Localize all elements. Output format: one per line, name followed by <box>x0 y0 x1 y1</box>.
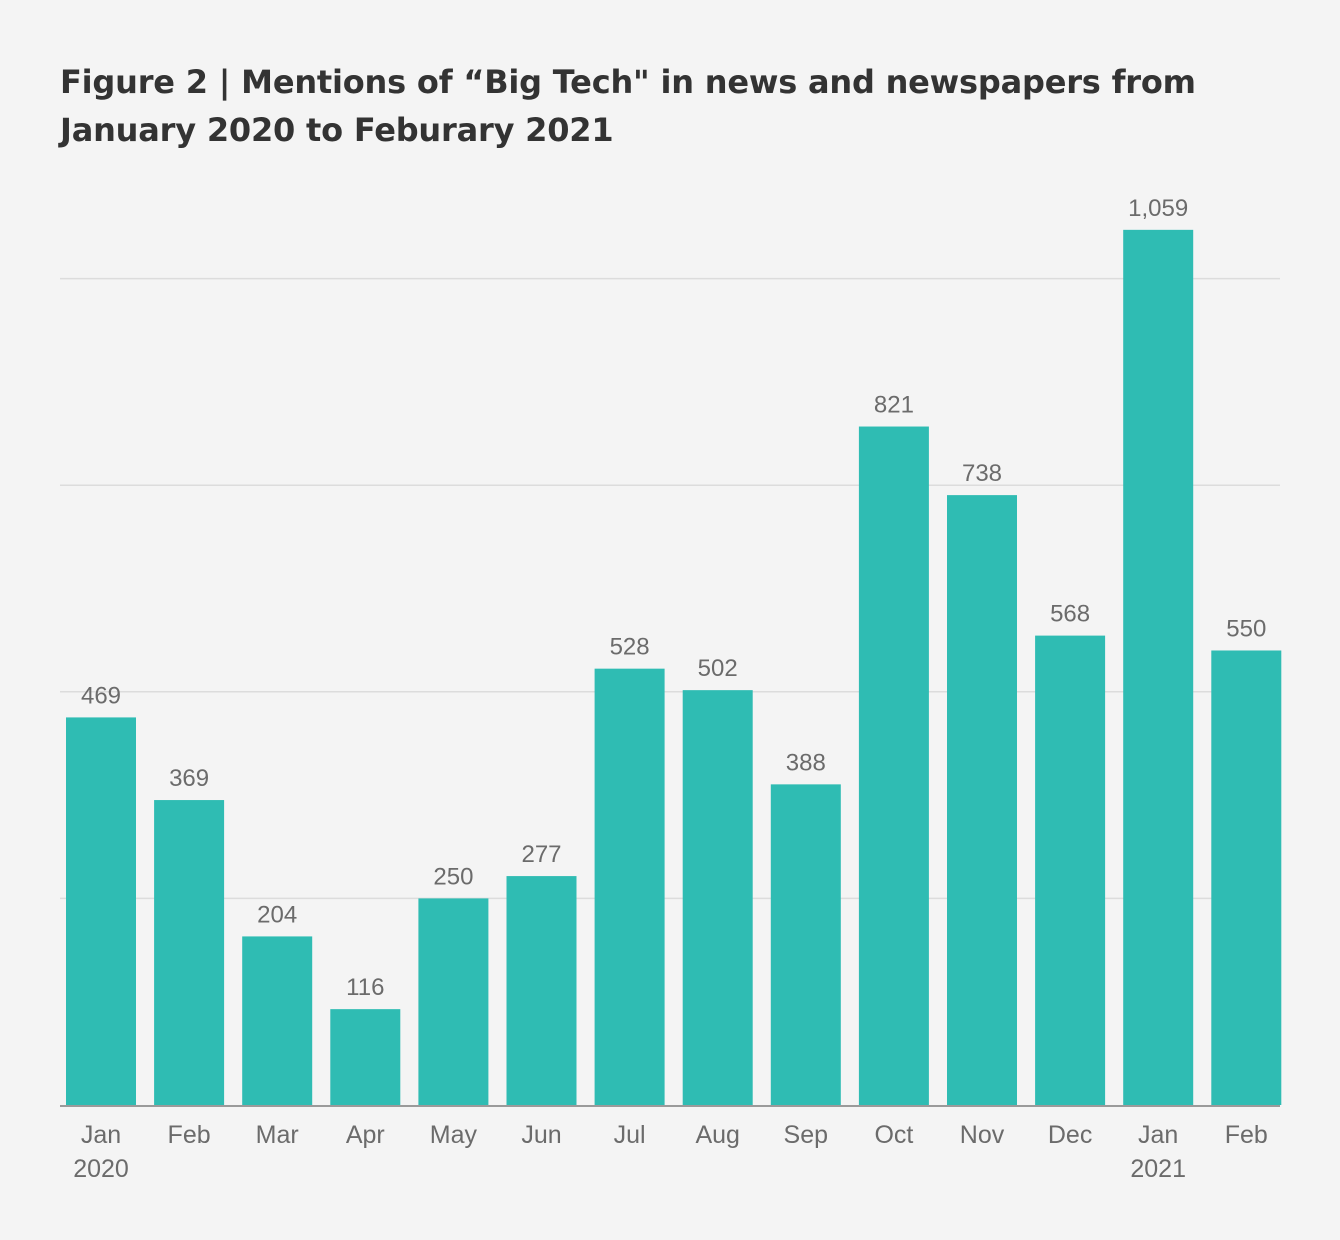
tick-label-1: Feb <box>168 1121 211 1149</box>
value-label-4: 250 <box>433 863 473 890</box>
tick-sublabel-0: 2020 <box>73 1155 129 1183</box>
tick-label-2: Mar <box>256 1121 299 1149</box>
value-label-0: 469 <box>81 682 121 709</box>
bars <box>66 229 1282 1105</box>
tick-label-13: Feb <box>1225 1121 1268 1149</box>
tick-label-5: Jun <box>521 1121 561 1149</box>
value-label-5: 277 <box>521 841 561 868</box>
chart-title-line-1: Figure 2 | Mentions of “Big Tech" in new… <box>60 63 1196 101</box>
bar-2 <box>242 936 313 1105</box>
bar-9 <box>858 426 929 1105</box>
bar-5 <box>506 876 577 1105</box>
value-label-8: 388 <box>786 749 826 776</box>
bar-7 <box>682 690 753 1105</box>
tick-label-6: Jul <box>614 1121 646 1149</box>
tick-label-4: May <box>430 1121 478 1149</box>
chart-title-line-2: January 2020 to Feburary 2021 <box>60 111 614 149</box>
tick-label-8: Sep <box>784 1121 828 1149</box>
value-labels: 469 369 204 116 250 277 528 502 388 821 738 568 1,05… <box>81 195 1266 1001</box>
bar-6 <box>594 668 665 1105</box>
chart-title: Figure 2 | Mentions of “Big Tech" in new… <box>60 58 1280 154</box>
value-label-1: 369 <box>169 765 209 792</box>
value-label-11: 568 <box>1050 601 1090 628</box>
bar-11 <box>1035 635 1106 1105</box>
tick-label-7: Aug <box>695 1121 739 1149</box>
value-label-3: 116 <box>346 974 384 1001</box>
tick-label-11: Dec <box>1048 1121 1092 1149</box>
value-label-13: 550 <box>1226 615 1266 642</box>
value-label-12: 1,059 <box>1128 195 1188 222</box>
tick-label-10: Nov <box>960 1121 1005 1149</box>
value-label-9: 821 <box>874 392 914 419</box>
value-label-7: 502 <box>698 655 738 682</box>
bar-0 <box>66 717 136 1105</box>
bar-12 <box>1123 229 1194 1105</box>
tick-label-0: Jan <box>81 1121 121 1149</box>
bar-10 <box>947 495 1017 1105</box>
bar-1 <box>154 800 225 1105</box>
x-axis-tick-labels: Jan 2020 Feb Mar Apr May Jun Jul Aug Sep Oct Nov Dec… <box>73 1121 1268 1183</box>
bar-13 <box>1211 650 1282 1105</box>
value-label-2: 204 <box>257 901 297 928</box>
value-label-6: 528 <box>610 634 650 661</box>
tick-sublabel-12: 2021 <box>1130 1155 1186 1183</box>
value-label-10: 738 <box>962 460 1002 487</box>
tick-label-9: Oct <box>874 1121 913 1149</box>
tick-label-12: Jan <box>1138 1121 1178 1149</box>
bar-4 <box>418 898 489 1105</box>
bar-8 <box>770 784 841 1105</box>
bar-3 <box>330 1009 401 1105</box>
tick-label-3: Apr <box>346 1121 385 1149</box>
